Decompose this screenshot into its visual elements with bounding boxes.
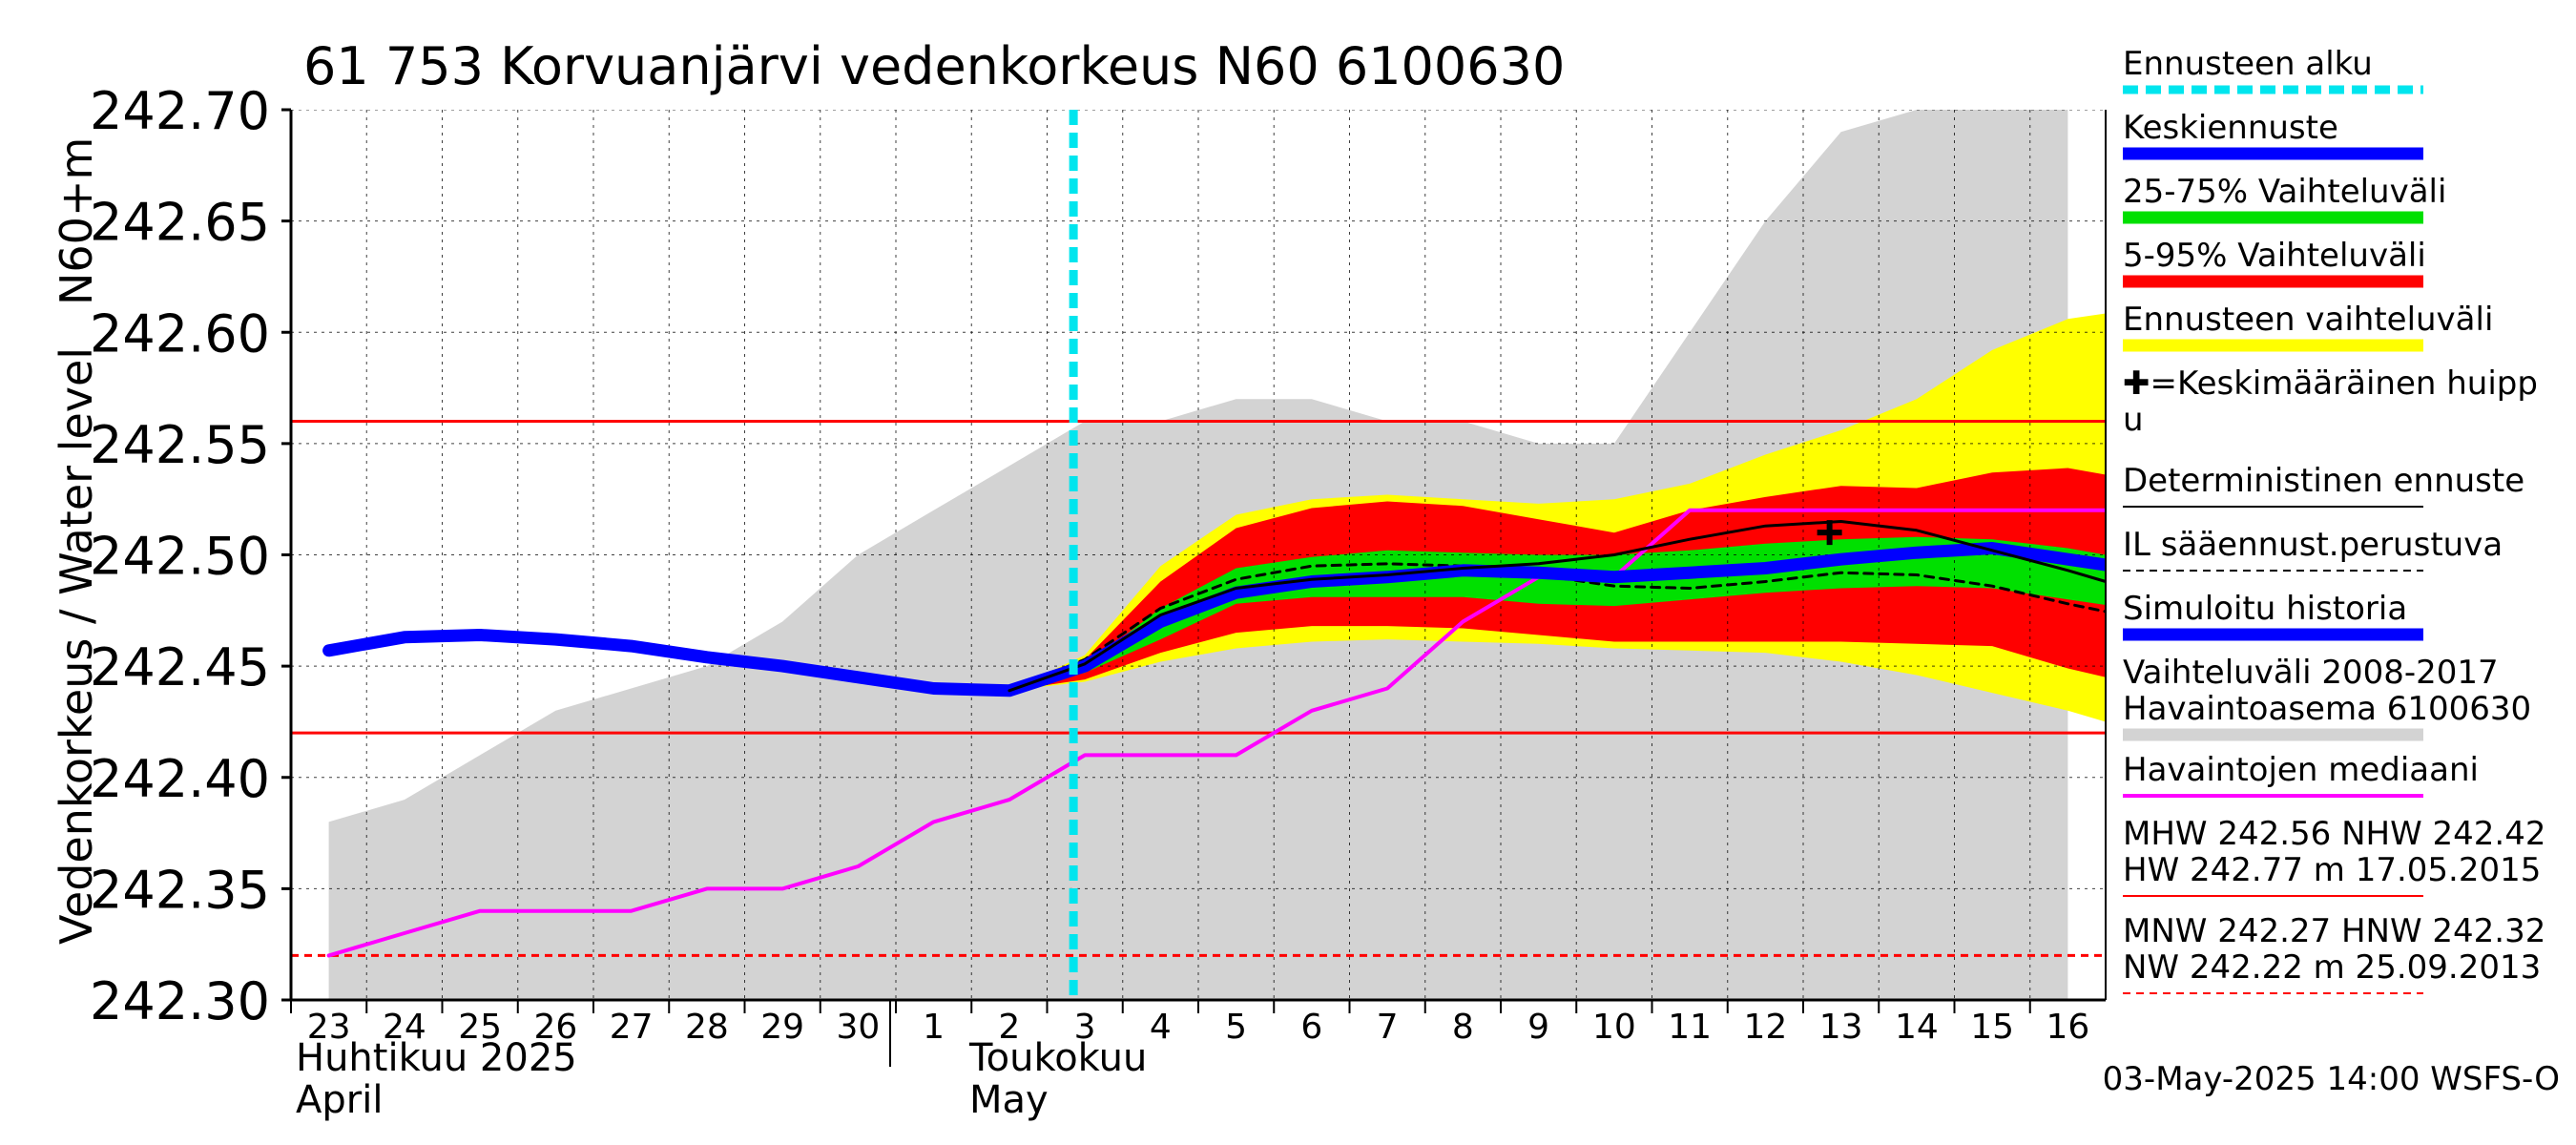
x-tick-label: 8	[1452, 1008, 1474, 1047]
timestamp-label: 03-May-2025 14:00 WSFS-O	[2103, 1060, 2560, 1098]
legend-label: u	[2123, 401, 2144, 439]
legend-label: NW 242.22 m 25.09.2013	[2123, 948, 2541, 987]
x-tick-label: 27	[610, 1008, 654, 1047]
month-label-april-fi: Huhtikuu 2025	[296, 1036, 577, 1080]
plot-content	[291, 110, 2106, 1000]
month-label-may-en: May	[969, 1078, 1049, 1122]
x-tick-label: 12	[1743, 1008, 1787, 1047]
y-tick-label: 242.30	[90, 971, 270, 1031]
mean-forecast-line	[322, 542, 2106, 697]
x-tick-label: 26	[533, 1008, 577, 1047]
y-tick-label: 242.35	[90, 860, 270, 920]
legend-label: Ennusteen alku	[2123, 45, 2373, 83]
y-tick-label: 242.65	[90, 193, 270, 253]
x-tick-label: 6	[1300, 1008, 1322, 1047]
x-tick-label: 14	[1895, 1008, 1939, 1047]
x-tick-label: 15	[1970, 1008, 2014, 1047]
x-tick-label: 9	[1527, 1008, 1549, 1047]
y-tick-label: 242.50	[90, 527, 270, 587]
legend-label: Havaintoasema 6100630	[2123, 690, 2531, 728]
legend-label: MNW 242.27 HNW 242.32	[2123, 912, 2545, 950]
month-label-april-en: April	[296, 1078, 383, 1122]
x-tick-label: 5	[1225, 1008, 1247, 1047]
y-tick-label: 242.60	[90, 303, 270, 364]
legend-label: IL sääennust.perustuva	[2123, 526, 2503, 564]
legend-label: Simuloitu historia	[2123, 590, 2407, 628]
legend-label: HW 242.77 m 17.05.2015	[2123, 851, 2541, 889]
legend-label: MHW 242.56 NHW 242.42	[2123, 815, 2546, 853]
legend-label: Vaihteluväli 2008-2017	[2123, 654, 2499, 692]
range-25-75-band	[1008, 536, 2106, 691]
legend-label: ✚=Keskimääräinen huipp	[2123, 364, 2538, 403]
legend-label: Havaintojen mediaani	[2123, 751, 2479, 789]
x-tick-label: 28	[685, 1008, 729, 1047]
chart-title: 61 753 Korvuanjärvi vedenkorkeus N60 610…	[303, 36, 1565, 96]
x-tick-label: 10	[1592, 1008, 1636, 1047]
mean-peak-marker	[1817, 520, 1842, 546]
month-label-may-fi: Toukokuu	[968, 1036, 1147, 1080]
x-tick-label: 23	[307, 1008, 351, 1047]
median-observation-line	[326, 508, 2106, 958]
plot-area: 242.70 242.65 242.60 242.55 242.50 242.45 242.…	[90, 81, 2107, 1067]
y-tick-label: 242.40	[90, 749, 270, 809]
deterministic-forecast-line	[1008, 520, 2106, 693]
x-tick-label: 30	[836, 1008, 880, 1047]
x-tick-label: 1	[923, 1008, 945, 1047]
x-tick-label: 2	[998, 1008, 1020, 1047]
y-tick-label: 242.55	[90, 415, 270, 475]
y-tick-label: 242.45	[90, 637, 270, 697]
legend: Ennusteen alku Keskiennuste 25-75% Vaihtel…	[2123, 45, 2546, 994]
x-tick-label: 29	[760, 1008, 804, 1047]
y-axis-label: Vedenkorkeus / Water level	[51, 347, 102, 945]
y-tick-label: 242.70	[90, 81, 270, 141]
x-tick-label: 11	[1668, 1008, 1712, 1047]
legend-label: Keskiennuste	[2123, 109, 2338, 147]
x-tick-label: 25	[458, 1008, 502, 1047]
y-axis-unit-label: N60+m	[51, 137, 102, 305]
legend-label: Deterministinen ennuste	[2123, 462, 2524, 500]
legend-label: 5-95% Vaihteluväli	[2123, 237, 2426, 275]
x-tick-label: 3	[1074, 1008, 1096, 1047]
x-tick-label: 16	[2046, 1008, 2089, 1047]
x-tick-label: 24	[383, 1008, 426, 1047]
legend-label: 25-75% Vaihteluväli	[2123, 173, 2446, 211]
x-tick-label: 4	[1150, 1008, 1172, 1047]
legend-label: Ennusteen vaihteluväli	[2123, 301, 2493, 339]
x-tick-label: 7	[1377, 1008, 1399, 1047]
x-tick-label: 13	[1819, 1008, 1863, 1047]
